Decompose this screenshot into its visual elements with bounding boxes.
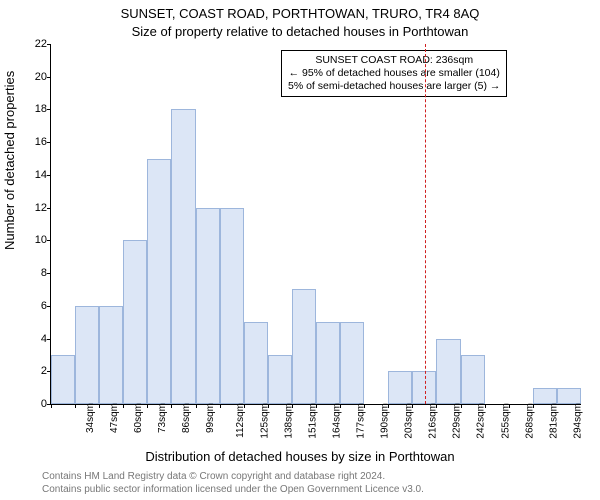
x-tick-label: 138sqm [283,403,294,439]
x-tick-mark [340,404,341,408]
y-tick-mark [47,240,51,241]
x-tick-label: 203sqm [404,403,415,439]
x-tick-mark [364,404,365,408]
histogram-bar [533,388,557,404]
x-tick-mark [99,404,100,408]
x-tick-mark [75,404,76,408]
y-tick-label: 8 [21,267,47,279]
y-tick-label: 6 [21,300,47,312]
x-tick-label: 60sqm [133,403,144,433]
x-tick-mark [220,404,221,408]
x-tick-mark [436,404,437,408]
y-tick-mark [47,208,51,209]
footer-line1: Contains HM Land Registry data © Crown c… [42,470,424,483]
y-tick-mark [47,142,51,143]
footer-attribution: Contains HM Land Registry data © Crown c… [42,470,424,496]
histogram-bar [171,109,195,404]
x-tick-mark [533,404,534,408]
x-tick-mark [196,404,197,408]
histogram-bar [123,240,147,404]
y-tick-mark [47,44,51,45]
y-tick-mark [47,273,51,274]
x-tick-mark [171,404,172,408]
plot-area: SUNSET COAST ROAD: 236sqm ← 95% of detac… [50,44,581,405]
x-tick-label: 151sqm [307,403,318,439]
histogram-bar [316,322,340,404]
x-tick-mark [268,404,269,408]
histogram-bar [340,322,364,404]
annotation-line2: ← 95% of detached houses are smaller (10… [288,67,500,80]
histogram-bar [99,306,123,404]
histogram-bar [292,289,316,404]
x-tick-mark [147,404,148,408]
footer-line2: Contains public sector information licen… [42,483,424,496]
histogram-bar [75,306,99,404]
y-tick-label: 16 [21,136,47,148]
histogram-bar [461,355,485,404]
x-tick-mark [123,404,124,408]
x-tick-label: 164sqm [331,403,342,439]
x-tick-label: 177sqm [356,403,367,439]
histogram-bar [244,322,268,404]
chart-container: SUNSET, COAST ROAD, PORTHTOWAN, TRURO, T… [0,0,600,500]
chart-title-line1: SUNSET, COAST ROAD, PORTHTOWAN, TRURO, T… [0,6,600,21]
x-tick-label: 281sqm [548,403,559,439]
y-tick-mark [47,339,51,340]
x-tick-mark [485,404,486,408]
x-tick-label: 112sqm [234,403,245,438]
y-tick-mark [47,306,51,307]
y-tick-mark [47,77,51,78]
y-tick-label: 2 [21,365,47,377]
x-tick-label: 229sqm [452,403,463,439]
x-tick-label: 73sqm [157,403,168,433]
reference-line [425,44,426,404]
y-tick-label: 20 [21,71,47,83]
y-tick-label: 10 [21,234,47,246]
x-tick-mark [292,404,293,408]
x-tick-mark [509,404,510,408]
x-tick-mark [316,404,317,408]
x-tick-label: 255sqm [500,403,511,439]
histogram-bar [557,388,581,404]
annotation-line1: SUNSET COAST ROAD: 236sqm [288,54,500,67]
x-tick-label: 34sqm [85,403,96,433]
x-axis-label: Distribution of detached houses by size … [0,449,600,464]
x-tick-label: 125sqm [259,403,270,439]
x-tick-label: 86sqm [181,403,192,433]
x-tick-label: 268sqm [524,403,535,439]
histogram-bar [51,355,75,404]
y-tick-label: 22 [21,38,47,50]
y-tick-mark [47,175,51,176]
y-tick-label: 0 [21,398,47,410]
x-tick-label: 99sqm [205,403,216,433]
y-tick-label: 14 [21,169,47,181]
annotation-line3: 5% of semi-detached houses are larger (5… [288,80,500,93]
histogram-bar [220,208,244,404]
y-axis-label: Number of detached properties [2,71,17,250]
x-tick-mark [244,404,245,408]
x-tick-mark [51,404,52,408]
x-tick-mark [461,404,462,408]
x-tick-label: 190sqm [380,403,391,439]
annotation-box: SUNSET COAST ROAD: 236sqm ← 95% of detac… [281,50,507,97]
histogram-bar [196,208,220,404]
y-tick-label: 4 [21,333,47,345]
x-tick-mark [388,404,389,408]
histogram-bar [436,339,460,404]
x-tick-label: 242sqm [476,403,487,439]
y-tick-label: 18 [21,103,47,115]
x-tick-label: 216sqm [428,403,439,439]
x-tick-label: 47sqm [109,403,120,433]
histogram-bar [147,159,171,404]
x-tick-label: 294sqm [572,403,583,439]
x-tick-mark [412,404,413,408]
chart-title-line2: Size of property relative to detached ho… [0,24,600,39]
y-tick-mark [47,109,51,110]
histogram-bar [268,355,292,404]
histogram-bar [388,371,412,404]
y-tick-label: 12 [21,202,47,214]
